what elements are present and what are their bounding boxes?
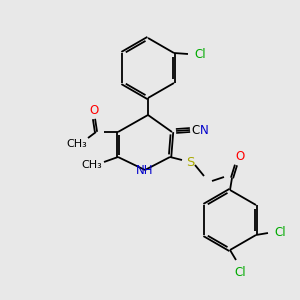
Text: CH₃: CH₃ (82, 160, 102, 170)
Text: CH₃: CH₃ (67, 139, 87, 149)
Text: NH: NH (136, 164, 154, 176)
Text: O: O (89, 104, 99, 118)
Text: S: S (186, 155, 194, 169)
Text: N: N (200, 124, 208, 137)
Text: O: O (236, 151, 244, 164)
Text: Cl: Cl (194, 49, 206, 62)
Text: Cl: Cl (234, 266, 246, 278)
Text: Cl: Cl (274, 226, 286, 239)
Text: C: C (191, 124, 199, 137)
